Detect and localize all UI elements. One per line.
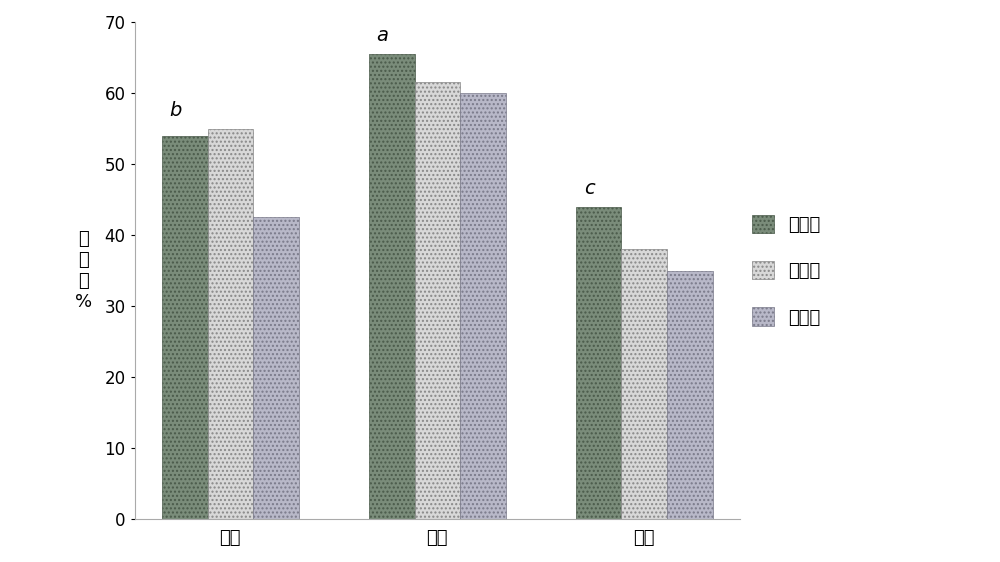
Bar (208, 129, 253, 519)
Bar (253, 217, 299, 519)
Legend: 高密度, 低密度, 对照组: 高密度, 低密度, 对照组 (745, 207, 828, 334)
Text: b: b (170, 101, 182, 120)
Bar (162, 135, 208, 519)
Y-axis label: 存
活
率
%: 存 活 率 % (75, 230, 92, 311)
Text: c: c (584, 179, 595, 198)
Bar (369, 54, 415, 519)
Bar (460, 93, 506, 519)
Bar (667, 271, 713, 519)
Bar (621, 250, 667, 519)
Bar (415, 83, 460, 519)
Bar (576, 207, 621, 519)
Text: a: a (377, 26, 389, 46)
